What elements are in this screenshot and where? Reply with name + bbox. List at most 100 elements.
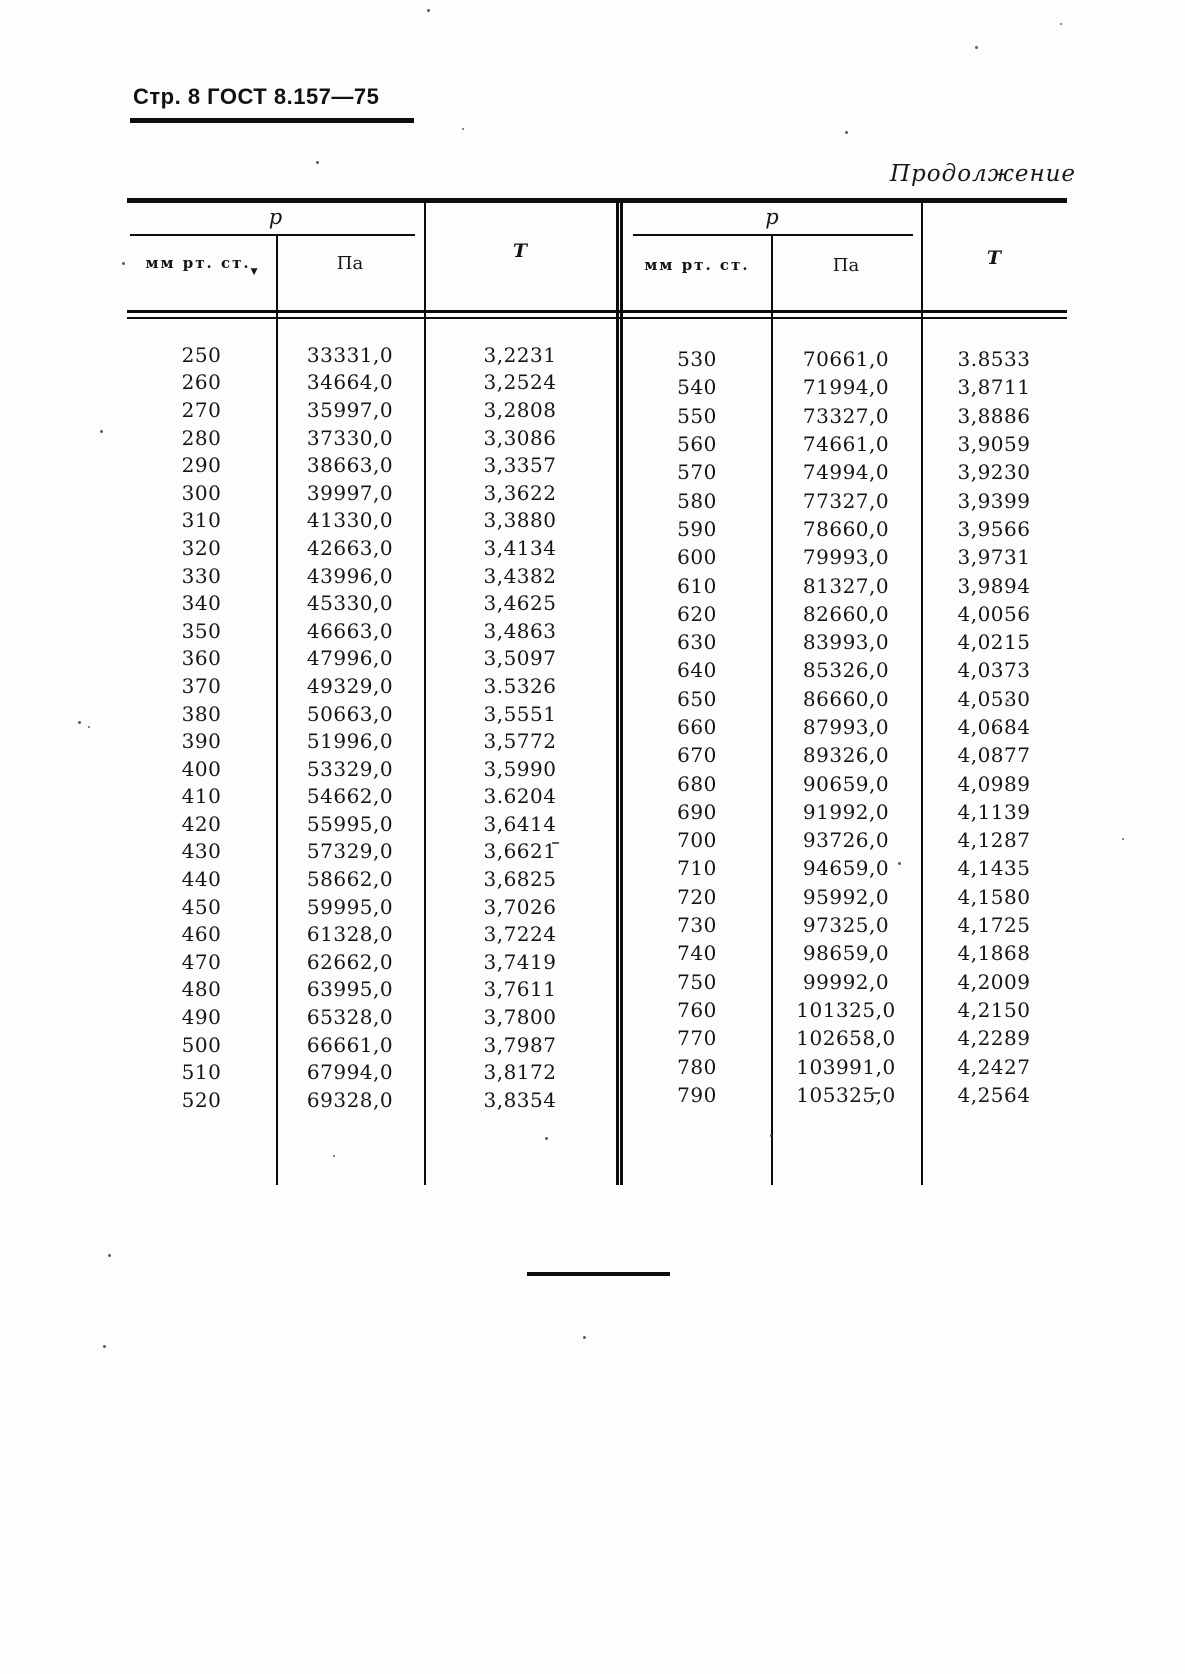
cell-mmhg: 320 xyxy=(181,535,222,560)
table-row: 430 57329,0 3,6621 xyxy=(127,838,616,866)
cell-pa: 95992,0 xyxy=(802,884,890,909)
cell-mmhg: 700 xyxy=(677,828,717,853)
cell-t: 3,5097 xyxy=(483,646,557,671)
cell-pa: 37330,0 xyxy=(306,425,394,450)
section-end-rule xyxy=(527,1272,670,1276)
cell-t: 3,6414 xyxy=(483,811,557,836)
table-row: 520 69328,0 3,8354 xyxy=(127,1086,616,1114)
cell-t: 4,1435 xyxy=(957,856,1031,881)
cell-mmhg: 250 xyxy=(181,342,222,367)
cell-mmhg: 580 xyxy=(677,488,717,513)
table-row: 550 73327,0 3,8886 xyxy=(623,402,1067,430)
column-header-pa-right: Па xyxy=(832,255,860,276)
scan-speck xyxy=(78,721,81,724)
scan-speck xyxy=(1006,699,1009,702)
cell-t: 3.8533 xyxy=(957,347,1031,372)
cell-mmhg: 740 xyxy=(677,941,717,966)
cell-pa: 65328,0 xyxy=(306,1005,394,1030)
cell-mmhg: 490 xyxy=(181,1005,222,1030)
scan-speck xyxy=(845,131,848,134)
cell-pa: 66661,0 xyxy=(306,1032,394,1057)
table-row: 630 83993,0 4,0215 xyxy=(623,628,1067,656)
table-row: 670 89326,0 4,0877 xyxy=(623,741,1067,769)
cell-mmhg: 650 xyxy=(677,686,717,711)
cell-pa: 77327,0 xyxy=(802,488,890,513)
cell-pa: 54662,0 xyxy=(306,784,394,809)
table-row: 790 105325,0 4,2564 xyxy=(623,1081,1067,1109)
cell-pa: 42663,0 xyxy=(306,535,394,560)
table-row: 660 87993,0 4,0684 xyxy=(623,713,1067,741)
cell-mmhg: 630 xyxy=(677,630,717,655)
cell-pa: 85326,0 xyxy=(802,658,890,683)
cell-mmhg: 310 xyxy=(181,508,222,533)
table-row: 490 65328,0 3,7800 xyxy=(127,1003,616,1031)
header-double-rule-top xyxy=(127,310,1067,313)
cell-t: 3,4382 xyxy=(483,563,557,588)
scan-speck xyxy=(1060,23,1062,25)
table-row: 370 49329,0 3.5326 xyxy=(127,672,616,700)
cell-t: 3,9059 xyxy=(957,432,1031,457)
cell-t: 3,5772 xyxy=(483,729,557,754)
cell-t: 3,8172 xyxy=(483,1060,557,1085)
cell-t: 4,0215 xyxy=(957,630,1031,655)
cell-pa: 38663,0 xyxy=(306,453,394,478)
table-row: 480 63995,0 3,7611 xyxy=(127,976,616,1004)
scan-speck xyxy=(872,1092,880,1094)
table-row: 580 77327,0 3,9399 xyxy=(623,486,1067,514)
cell-pa: 63995,0 xyxy=(306,977,394,1002)
cell-pa: 93726,0 xyxy=(802,828,890,853)
table-row: 360 47996,0 3,5097 xyxy=(127,645,616,673)
cell-t: 3,2524 xyxy=(483,370,557,395)
p-group-underline-right xyxy=(633,234,913,236)
cell-t: 3,7800 xyxy=(483,1005,557,1030)
table-row: 690 91992,0 4,1139 xyxy=(623,798,1067,826)
cell-t: 3,4134 xyxy=(483,535,557,560)
cell-mmhg: 330 xyxy=(181,563,222,588)
divider-mmhg-pa-right xyxy=(771,236,773,1185)
cell-pa: 57329,0 xyxy=(306,839,394,864)
table-row: 450 59995,0 3,7026 xyxy=(127,893,616,921)
table-row: 320 42663,0 3,4134 xyxy=(127,534,616,562)
cell-mmhg: 610 xyxy=(677,573,717,598)
cell-pa: 82660,0 xyxy=(802,601,890,626)
cell-t: 3,9731 xyxy=(957,545,1031,570)
cell-t: 3,4625 xyxy=(483,591,557,616)
table-row: 540 71994,0 3,8711 xyxy=(623,373,1067,401)
cell-mmhg: 750 xyxy=(677,969,717,994)
scan-speck xyxy=(88,726,90,728)
cell-t: 3,6621 xyxy=(483,839,557,864)
table-row: 740 98659,0 4,1868 xyxy=(623,939,1067,967)
cell-mmhg: 390 xyxy=(181,729,222,754)
cell-mmhg: 770 xyxy=(677,1026,717,1051)
cell-mmhg: 720 xyxy=(677,884,717,909)
table-row: 330 43996,0 3,4382 xyxy=(127,562,616,590)
cell-pa: 71994,0 xyxy=(802,375,890,400)
cell-pa: 94659,0 xyxy=(802,856,890,881)
cell-pa: 101325,0 xyxy=(796,997,896,1022)
cell-pa: 53329,0 xyxy=(306,756,394,781)
cell-pa: 61328,0 xyxy=(306,922,394,947)
scan-speck xyxy=(552,842,559,844)
cell-t: 4,2289 xyxy=(957,1026,1031,1051)
cell-t: 4,0877 xyxy=(957,743,1031,768)
cell-pa: 58662,0 xyxy=(306,867,394,892)
cell-pa: 74661,0 xyxy=(802,432,890,457)
divider-table-middle-double xyxy=(616,203,623,1185)
cell-mmhg: 640 xyxy=(677,658,717,683)
table-top-border xyxy=(127,198,1067,203)
cell-mmhg: 600 xyxy=(677,545,717,570)
scan-speck xyxy=(545,1137,548,1140)
cell-t: 3,2231 xyxy=(483,342,557,367)
cell-mmhg: 480 xyxy=(181,977,222,1002)
table-row: 470 62662,0 3,7419 xyxy=(127,948,616,976)
table-row: 310 41330,0 3,3880 xyxy=(127,507,616,535)
column-header-mmhg-left-text: мм рт. ст. xyxy=(145,254,251,272)
table-row: 620 82660,0 4,0056 xyxy=(623,600,1067,628)
cell-pa: 97325,0 xyxy=(802,913,890,938)
p-group-underline-left xyxy=(130,234,415,236)
cell-mmhg: 520 xyxy=(181,1087,222,1112)
cell-pa: 47996,0 xyxy=(306,646,394,671)
cell-mmhg: 680 xyxy=(677,771,717,796)
cell-mmhg: 780 xyxy=(677,1054,717,1079)
scan-speck xyxy=(427,9,430,12)
